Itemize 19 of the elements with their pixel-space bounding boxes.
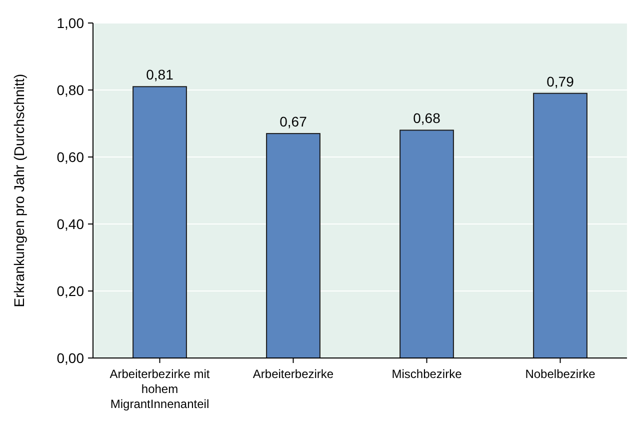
y-tick-label: 0,00: [56, 350, 84, 366]
bar: [400, 130, 454, 358]
y-tick-label: 0,20: [56, 282, 84, 299]
x-tick-label: Mischbezirke: [392, 367, 462, 381]
bar: [533, 92, 588, 358]
y-tick-label: 0,40: [56, 216, 84, 232]
x-tick-label: Nobelbezirke: [525, 367, 596, 381]
y-axis-title: Erkrankungen pro Jahr (Durchschnitt): [11, 74, 27, 308]
x-tick-label: Arbeiterbezirke mit hohem MigrantInnenanteil: [110, 367, 210, 411]
data-label: 0,81: [146, 66, 174, 83]
data-label: 0,79: [546, 73, 574, 90]
data-label: 0,67: [280, 114, 308, 130]
data-label: 0,68: [413, 110, 441, 126]
y-tick-label: 0,60: [56, 148, 84, 165]
x-tick-label: Arbeiterbezirke: [252, 367, 334, 381]
y-tick-label: 0,80: [56, 82, 84, 98]
bar: [132, 86, 187, 358]
bar: [266, 133, 320, 358]
y-tick-label: 1,00: [56, 14, 84, 31]
